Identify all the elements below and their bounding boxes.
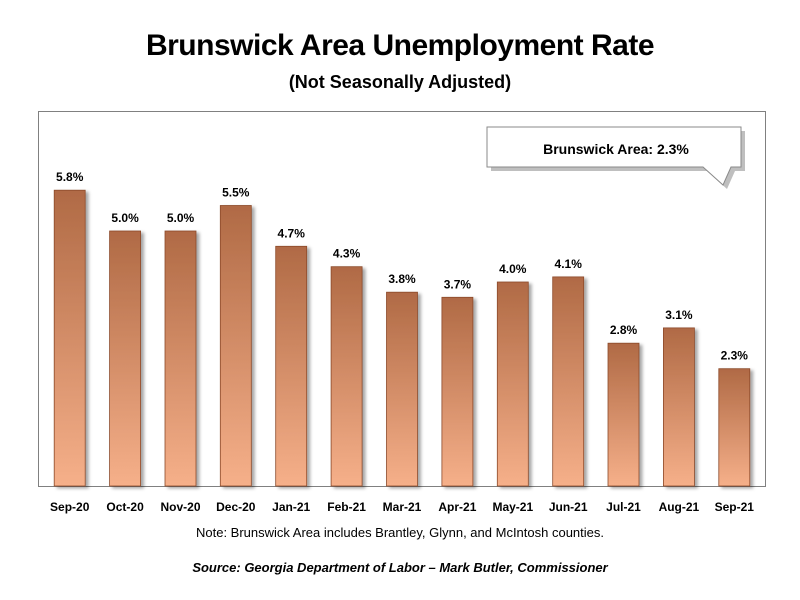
value-label-may-21: 4.0% [499, 262, 527, 276]
x-tick-label-apr-21: Apr-21 [438, 500, 476, 514]
value-label-apr-21: 3.7% [444, 277, 472, 291]
bar-mar-21 [386, 291, 418, 487]
value-label-sep-20: 5.8% [56, 170, 84, 184]
bars-layer [53, 189, 751, 487]
value-label-mar-21: 3.8% [388, 272, 416, 286]
callout-label: Brunswick Area: 2.3% [543, 141, 689, 157]
bar-sep-20 [53, 189, 86, 487]
bar-may-21 [496, 281, 529, 487]
x-tick-label-feb-21: Feb-21 [327, 500, 366, 514]
bar-jul-21 [607, 342, 640, 487]
x-tick-label-mar-21: Mar-21 [383, 500, 422, 514]
x-tick-label-aug-21: Aug-21 [659, 500, 700, 514]
chart-subtitle: (Not Seasonally Adjusted) [288, 72, 512, 92]
value-labels-layer: 5.8% 5.0% 5.0% 5.5% 4.7% 4.3% 3.8% 3.7% 4.0% 4.1%… [56, 170, 748, 363]
bar-dec-20 [219, 205, 252, 487]
x-tick-label-jul-21: Jul-21 [606, 500, 641, 514]
chart-source: Source: Georgia Department of Labor – Ma… [192, 560, 608, 575]
x-tick-label-sep-20: Sep-20 [50, 500, 90, 514]
bar-sep-21 [718, 368, 751, 487]
value-label-jul-21: 2.8% [610, 323, 638, 337]
x-tick-label-nov-20: Nov-20 [160, 500, 200, 514]
x-tick-label-sep-21: Sep-21 [715, 500, 755, 514]
value-label-sep-21: 2.3% [721, 349, 749, 363]
value-label-jun-21: 4.1% [555, 257, 583, 271]
bar-jan-21 [275, 245, 308, 487]
bar-feb-21 [330, 266, 363, 487]
chart-title: Brunswick Area Unemployment Rate [145, 29, 655, 62]
value-label-jan-21: 4.7% [278, 226, 306, 240]
value-label-oct-20: 5.0% [111, 211, 139, 225]
x-tick-label-dec-20: Dec-20 [216, 500, 256, 514]
x-tick-label-jun-21: Jun-21 [549, 500, 588, 514]
value-label-dec-20: 5.5% [222, 186, 250, 200]
x-tick-labels-layer: Sep-20 Oct-20 Nov-20 Dec-20 Jan-21 Feb-21 Mar-… [50, 500, 754, 514]
value-label-feb-21: 4.3% [333, 247, 361, 261]
bar-jun-21 [552, 276, 585, 487]
value-label-aug-21: 3.1% [665, 308, 693, 322]
chart-note: Note: Brunswick Area includes Brantley, … [195, 525, 604, 540]
bar-oct-20 [109, 230, 141, 487]
x-tick-label-may-21: May-21 [492, 500, 533, 514]
bar-apr-21 [441, 296, 474, 487]
x-tick-label-oct-20: Oct-20 [106, 500, 144, 514]
value-label-nov-20: 5.0% [167, 211, 195, 225]
bar-aug-21 [663, 327, 695, 487]
x-tick-label-jan-21: Jan-21 [272, 500, 310, 514]
bar-nov-20 [164, 230, 197, 487]
